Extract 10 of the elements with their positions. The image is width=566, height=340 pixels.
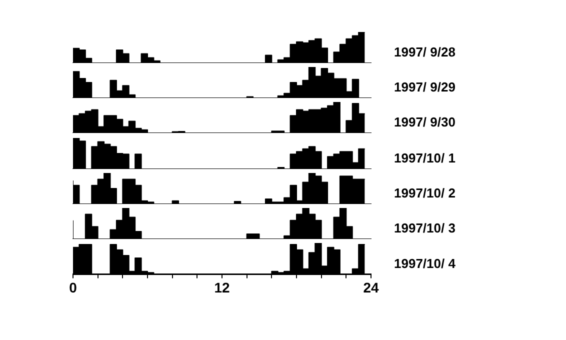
y2-axis-title: 1997/10/ 2 xyxy=(394,185,456,200)
y2-axis-title: 1997/ 9/30 xyxy=(394,114,456,130)
x-tick-label: 0 xyxy=(69,280,78,296)
x-tick-label: 12 xyxy=(214,280,230,296)
y2-axis-title: 1997/10/ 4 xyxy=(394,256,456,271)
y2-axis-title: 1997/10/ 3 xyxy=(394,220,456,236)
y2-axis-title: 1997/ 9/28 xyxy=(394,44,456,60)
y2-axis-title: 1997/10/ 1 xyxy=(394,150,456,166)
y2-axis-title: 1997/ 9/29 xyxy=(394,80,456,95)
x-tick-label: 24 xyxy=(363,280,379,296)
